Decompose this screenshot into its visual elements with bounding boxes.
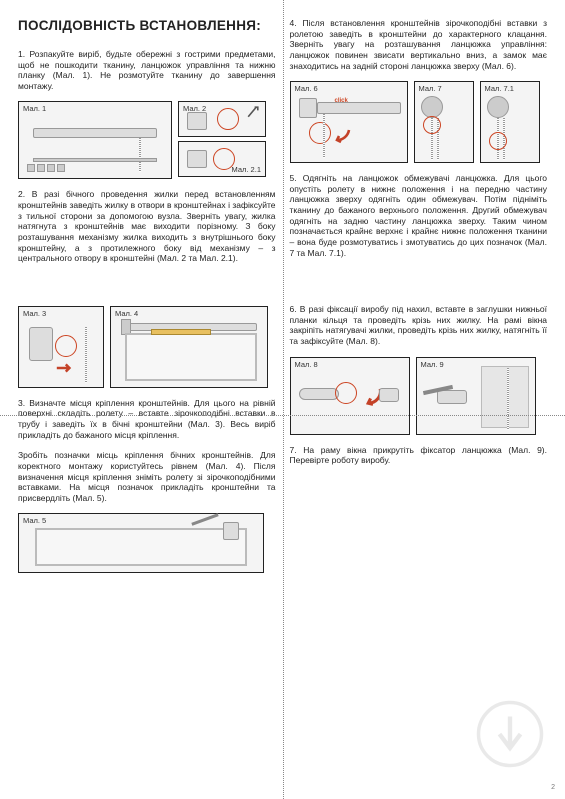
step-3b-text: Зробіть позначки місць кріплення бічних … bbox=[18, 450, 276, 503]
step-5-text: 5. Одягніть на ланцюжок обмежувачі ланцю… bbox=[290, 173, 548, 258]
fig-label: Мал. 4 bbox=[115, 309, 138, 318]
watermark-icon bbox=[475, 699, 545, 769]
figure-6: Мал. 6 click bbox=[290, 81, 408, 163]
figure-9: Мал. 9 bbox=[416, 357, 536, 435]
step-3a-text: 3. Визначте місця кріплення кронштейнів.… bbox=[18, 398, 276, 441]
figure-7: Мал. 7 bbox=[414, 81, 474, 163]
step-7-text: 7. На раму вікна прикрутіть фіксатор лан… bbox=[290, 445, 548, 466]
fig-label: Мал. 3 bbox=[23, 309, 46, 318]
page-title: ПОСЛІДОВНІСТЬ ВСТАНОВЛЕННЯ: bbox=[18, 18, 276, 35]
fig-label: Мал. 9 bbox=[421, 360, 444, 369]
figure-4: Мал. 4 bbox=[110, 306, 268, 388]
figure-2: Мал. 2 bbox=[178, 101, 266, 137]
figure-1: Мал. 1 bbox=[18, 101, 172, 179]
fig-label: Мал. 2.1 bbox=[232, 165, 261, 174]
fig-label: Мал. 7 bbox=[419, 84, 442, 93]
fig-label: Мал. 1 bbox=[23, 104, 46, 113]
figure-row-8-9: Мал. 8 Мал. 9 bbox=[290, 357, 548, 435]
page-number: 2 bbox=[551, 784, 555, 793]
fig-label: Мал. 7.1 bbox=[485, 84, 514, 93]
left-column: ПОСЛІДОВНІСТЬ ВСТАНОВЛЕННЯ: 1. Розпакуйт… bbox=[18, 18, 276, 787]
step-1-text: 1. Розпакуйте виріб, будьте обережні з г… bbox=[18, 49, 276, 92]
step-6-text: 6. В разі фіксації виробу під нахил, вст… bbox=[290, 304, 548, 347]
figure-2-1: Мал. 2.1 bbox=[178, 141, 266, 177]
figure-row-1-2: Мал. 1 Мал. 2 Мал. 2.1 bbox=[18, 101, 276, 179]
step-4-text: 4. Після встановлення кронштейнів зірочк… bbox=[290, 18, 548, 71]
figure-3: Мал. 3 bbox=[18, 306, 104, 388]
figure-row-6-7: Мал. 6 click Мал. 7 Мал. 7.1 bbox=[290, 81, 548, 163]
fig-label: Мал. 6 bbox=[295, 84, 318, 93]
page: ПОСЛІДОВНІСТЬ ВСТАНОВЛЕННЯ: 1. Розпакуйт… bbox=[0, 0, 565, 799]
fig-label: Мал. 8 bbox=[295, 360, 318, 369]
right-column: 4. Після встановлення кронштейнів зірочк… bbox=[290, 18, 548, 787]
fig-label: Мал. 5 bbox=[23, 516, 46, 525]
figure-7-1: Мал. 7.1 bbox=[480, 81, 540, 163]
figure-row-3-4: Мал. 3 Мал. 4 bbox=[18, 306, 276, 388]
figure-8: Мал. 8 bbox=[290, 357, 410, 435]
step-2-text: 2. В разі бічного проведення жилки перед… bbox=[18, 189, 276, 263]
figure-5: Мал. 5 bbox=[18, 513, 264, 573]
